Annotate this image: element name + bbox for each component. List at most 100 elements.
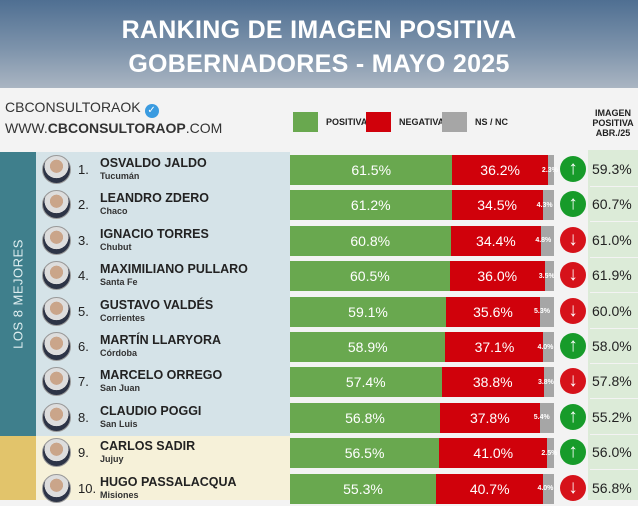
legend-label: NEGATIVA	[399, 117, 445, 127]
ns-bar: 3.8%	[538, 367, 554, 398]
previous-value: 59.3%	[592, 161, 632, 177]
header-line: IMAGEN	[595, 108, 631, 118]
previous-value: 56.8%	[592, 479, 632, 496]
arrow-down-icon: ↓	[560, 262, 586, 289]
province: Córdoba	[100, 348, 137, 358]
positive-bar: 57.4%	[290, 367, 442, 398]
positive-bar: 56.5%	[290, 438, 440, 469]
ns-value: 5.3%	[534, 308, 550, 316]
previous-column	[588, 150, 638, 500]
legend-label: NS / NC	[475, 117, 509, 127]
governor-name: CARLOS SADIR	[100, 439, 196, 454]
divider	[590, 363, 638, 364]
previous-column-header: IMAGEN POSITIVA ABR./25	[588, 108, 638, 138]
ns-value: 4.0%	[537, 485, 554, 493]
arrow-up-icon: ↑	[560, 191, 586, 218]
negative-bar: 41.0%	[439, 438, 548, 469]
divider	[590, 186, 638, 187]
ns-value: 3.5%	[538, 272, 555, 280]
ns-bar: 3.5%	[539, 261, 555, 292]
divider	[590, 469, 638, 471]
divider	[590, 398, 638, 400]
table-row: 6. MARTÍN LLARYORA Córdoba 58.9% 37.1% 4…	[0, 329, 638, 364]
negative-bar: 40.7%	[435, 473, 544, 504]
ns-bar: 2.5%	[541, 438, 557, 469]
title-banner: RANKING DE IMAGEN POSITIVA GOBERNADORES …	[0, 0, 638, 88]
table-row: 2. LEANDRO ZDERO Chaco 61.2% 34.5% 4.3% …	[0, 187, 638, 223]
avatar	[42, 402, 71, 432]
url-domain: CBCONSULTORAOP	[47, 120, 186, 136]
positive-value: 60.8%	[350, 232, 391, 249]
governor-name: CLAUDIO POGGI	[100, 403, 202, 418]
table-row: 3. IGNACIO TORRES Chubut 60.8% 34.4% 4.8…	[0, 223, 638, 258]
negative-value: 36.0%	[477, 268, 518, 285]
legend-swatch-negative	[366, 112, 391, 132]
ns-bar: 4.0%	[537, 473, 554, 504]
province: Tucumán	[100, 171, 140, 181]
previous-value: 57.8%	[592, 373, 632, 390]
arrow-up-icon: ↑	[560, 156, 586, 182]
positive-bar: 61.2%	[290, 190, 452, 221]
ns-bar: 4.0%	[537, 332, 554, 362]
top-group-band: LOS 8 MEJORES	[0, 152, 36, 436]
legend-swatch-ns	[442, 112, 467, 132]
divider	[590, 256, 638, 258]
url-suffix: .COM	[185, 120, 223, 136]
header-line: ABR./25	[595, 128, 631, 138]
avatar	[42, 261, 71, 291]
positive-value: 57.4%	[345, 374, 386, 391]
rank: 1.	[78, 162, 89, 177]
arrow-down-icon: ↓	[560, 297, 586, 324]
divider	[590, 504, 638, 506]
table-row: 1. OSVALDO JALDO Tucumán 61.5% 36.2% 2.3…	[0, 152, 638, 187]
negative-bar: 36.2%	[452, 155, 548, 185]
positive-value: 59.1%	[348, 303, 388, 320]
table-row: 8. CLAUDIO POGGI San Luis 56.8% 37.8% 5.…	[0, 400, 638, 435]
governor-name: HUGO PASSALACQUA	[100, 474, 237, 489]
negative-value: 35.6%	[473, 303, 513, 320]
negative-bar: 37.8%	[439, 402, 540, 433]
arrow-down-icon: ↓	[560, 474, 586, 501]
avatar	[42, 190, 71, 220]
negative-value: 41.0%	[473, 445, 514, 462]
table-row: 7. MARCELO ORREGO San Juan 57.4% 38.8% 3…	[0, 364, 638, 400]
divider	[590, 292, 638, 294]
rank: 6.	[78, 339, 89, 354]
province: Misiones	[100, 489, 139, 500]
website-link[interactable]: WWW.CBCONSULTORAOP.COM	[5, 118, 222, 139]
title-line-2: GOBERNADORES - MAYO 2025	[128, 50, 510, 78]
positive-value: 58.9%	[347, 339, 388, 355]
legend-swatch-positive	[293, 112, 318, 132]
rank: 2.	[78, 197, 89, 213]
positive-bar: 58.9%	[290, 332, 446, 362]
table-row: 4. MAXIMILIANO PULLARO Santa Fe 60.5% 36…	[0, 258, 638, 294]
governor-name: IGNACIO TORRES	[100, 226, 209, 241]
negative-bar: 37.1%	[445, 332, 544, 362]
brand: CBCONSULTORAOK ✓ WWW.CBCONSULTORAOP.COM	[5, 97, 222, 139]
url-prefix: WWW.	[5, 120, 48, 136]
arrow-up-icon: ↑	[560, 333, 586, 359]
avatar	[42, 296, 71, 326]
negative-value: 36.2%	[480, 162, 520, 178]
governor-name: MAXIMILIANO PULLARO	[100, 262, 248, 277]
previous-value: 56.0%	[592, 444, 632, 461]
legend-negative: NEGATIVA	[366, 112, 444, 132]
positive-value: 61.5%	[351, 162, 392, 178]
arrow-down-icon: ↓	[560, 368, 586, 395]
negative-bar: 36.0%	[449, 261, 545, 292]
second-group-background	[36, 436, 290, 500]
negative-value: 40.7%	[469, 480, 510, 497]
ns-bar: 4.3%	[537, 190, 554, 221]
ns-bar: 5.4%	[534, 402, 554, 433]
title-line-1: RANKING DE IMAGEN POSITIVA	[121, 16, 517, 44]
account-name: CBCONSULTORAOK	[5, 99, 141, 115]
negative-bar: 35.6%	[446, 296, 540, 327]
positive-bar: 59.1%	[290, 296, 447, 327]
arrow-up-icon: ↑	[560, 439, 586, 466]
governor-name: LEANDRO ZDERO	[100, 191, 210, 206]
avatar	[42, 438, 71, 468]
ns-value: 5.4%	[533, 414, 550, 422]
rank: 4.	[78, 268, 89, 284]
negative-bar: 38.8%	[441, 367, 544, 398]
governor-name: MARCELO ORREGO	[100, 368, 223, 383]
